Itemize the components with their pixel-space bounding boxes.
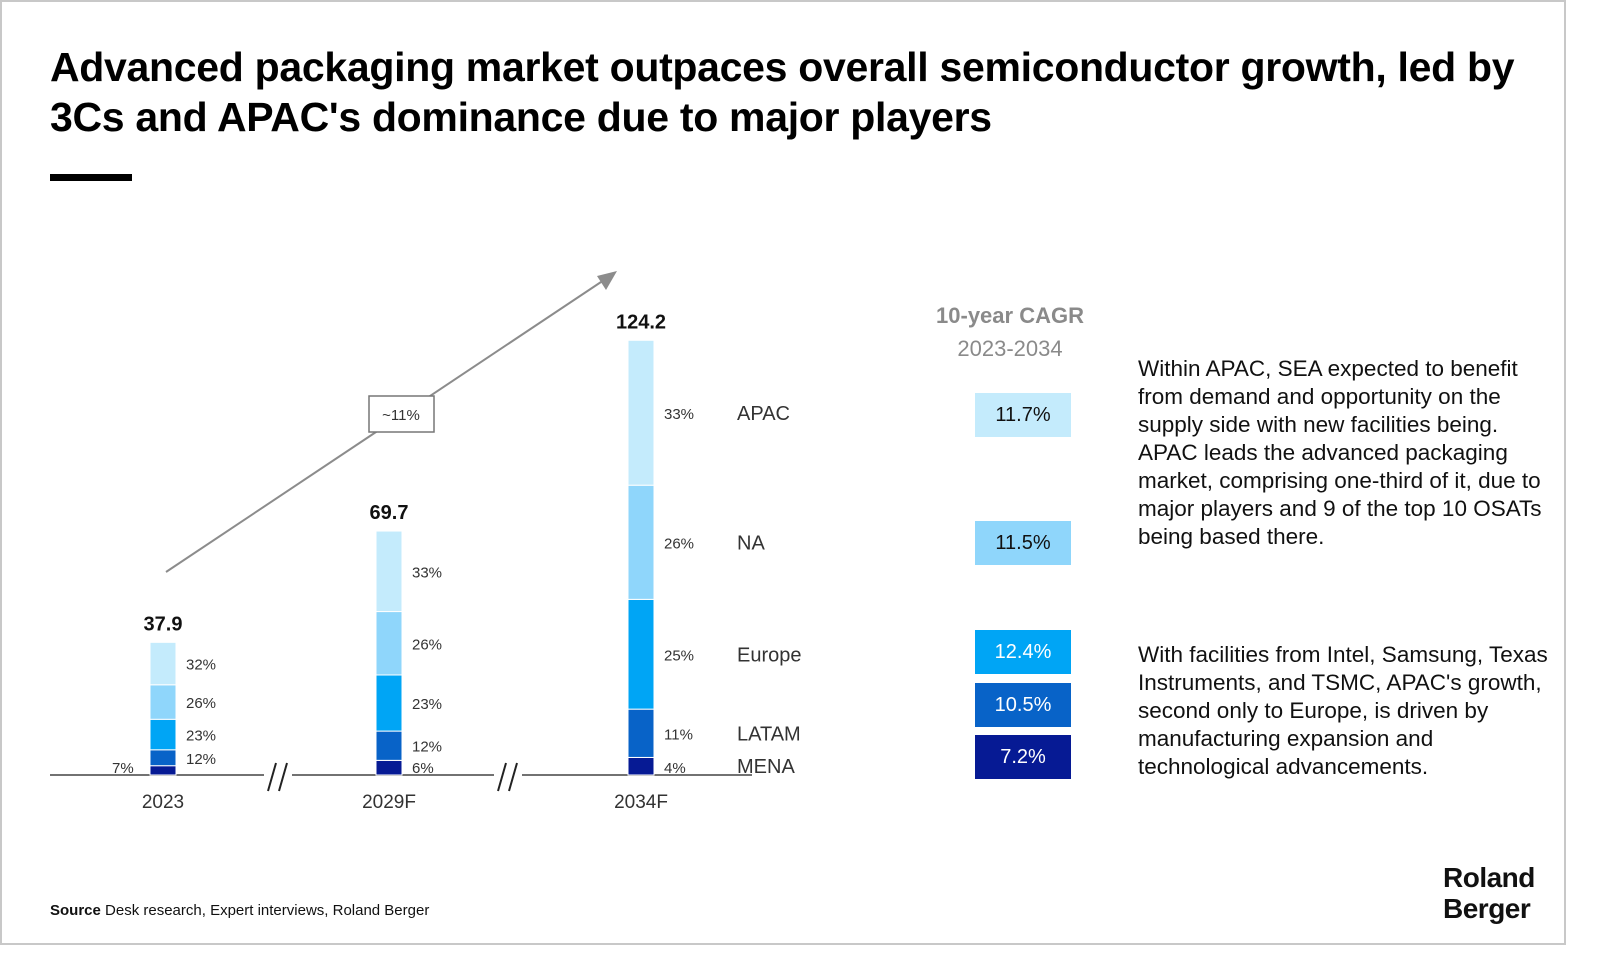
bar-segment-mena-2029F [375,759,403,776]
legend-label-europe: Europe [737,644,802,666]
segment-label: 33% [664,406,694,423]
bar-segment-mena-2023 [149,765,177,776]
cagr-box-apac: 11.7% [975,393,1071,437]
x-tick-label: 2034F [614,792,668,813]
slide-frame [0,0,1566,945]
logo-line-2: Berger [1443,893,1531,924]
bar-segment-latam-2029F [375,730,403,761]
bar-total-label: 69.7 [370,502,409,524]
segment-label: 23% [412,696,442,713]
legend-label-apac: APAC [737,403,790,425]
segment-label: 33% [412,564,442,581]
axis-break-gap [494,772,522,778]
cagr-box-europe: 12.4% [975,630,1071,674]
segment-label: 23% [186,728,216,745]
axis-break-gap [264,772,292,778]
bar-total-label: 124.2 [616,311,666,333]
source-note: Source Desk research, Expert interviews,… [50,902,429,919]
cagr-box-na: 11.5% [975,521,1071,565]
segment-label: 32% [186,657,216,674]
bar-segment-apac-2029F [375,530,403,613]
segment-label: 11% [664,726,693,743]
cagr-box-mena: 7.2% [975,735,1071,779]
legend-label-na: NA [737,532,765,554]
legend-label-latam: LATAM [737,723,801,745]
cagr-period: 2023-2034 [957,336,1063,361]
bar-segment-latam-2034F [627,708,655,758]
bar-segment-na-2023 [149,684,177,720]
axis-break-mark [508,762,518,792]
source-text: Desk research, Expert interviews, Roland… [100,902,430,919]
segment-label: 25% [664,647,694,664]
bar-segment-apac-2023 [149,641,177,686]
segment-label: 12% [186,751,216,768]
x-tick-label: 2023 [142,792,184,813]
bar-total-label: 37.9 [144,613,183,635]
bar-segment-europe-2029F [375,674,403,732]
segment-label: 26% [412,636,442,653]
bar-segment-na-2029F [375,611,403,676]
logo-line-1: Roland [1443,862,1535,893]
segment-label: 7% [112,760,134,777]
bar-segment-latam-2023 [149,749,177,767]
roland-berger-logo: Roland Berger [1443,862,1535,924]
axis-break-mark [497,762,507,792]
growth-annotation-box [368,395,435,433]
note-apac-leadership: Within APAC, SEA expected to benefit fro… [1138,356,1542,549]
legend-label-mena: MENA [737,756,795,778]
axis-break-mark [278,762,288,792]
segment-label: 26% [186,695,216,712]
segment-label: 6% [412,760,434,777]
x-tick-label: 2029F [362,792,416,813]
note-apac-growth: With facilities from Intel, Samsung, Tex… [1138,642,1548,779]
bar-segment-mena-2034F [627,756,655,776]
title-underline [50,174,132,181]
bar-segment-apac-2034F [627,339,655,486]
cagr-heading: 10-year CAGR [936,303,1084,328]
segment-label: 4% [664,760,686,777]
axis-break-mark [267,762,277,792]
bar-segment-na-2034F [627,484,655,600]
segment-label: 12% [412,739,442,756]
growth-arrow-head [597,271,617,290]
segment-label: 26% [664,535,694,552]
cagr-box-latam: 10.5% [975,683,1071,727]
bar-segment-europe-2023 [149,718,177,751]
bar-segment-europe-2034F [627,598,655,710]
slide-title: Advanced packaging market outpaces overa… [50,44,1515,140]
source-label: Source [50,902,101,919]
growth-annotation-label: ~11% [382,407,420,424]
